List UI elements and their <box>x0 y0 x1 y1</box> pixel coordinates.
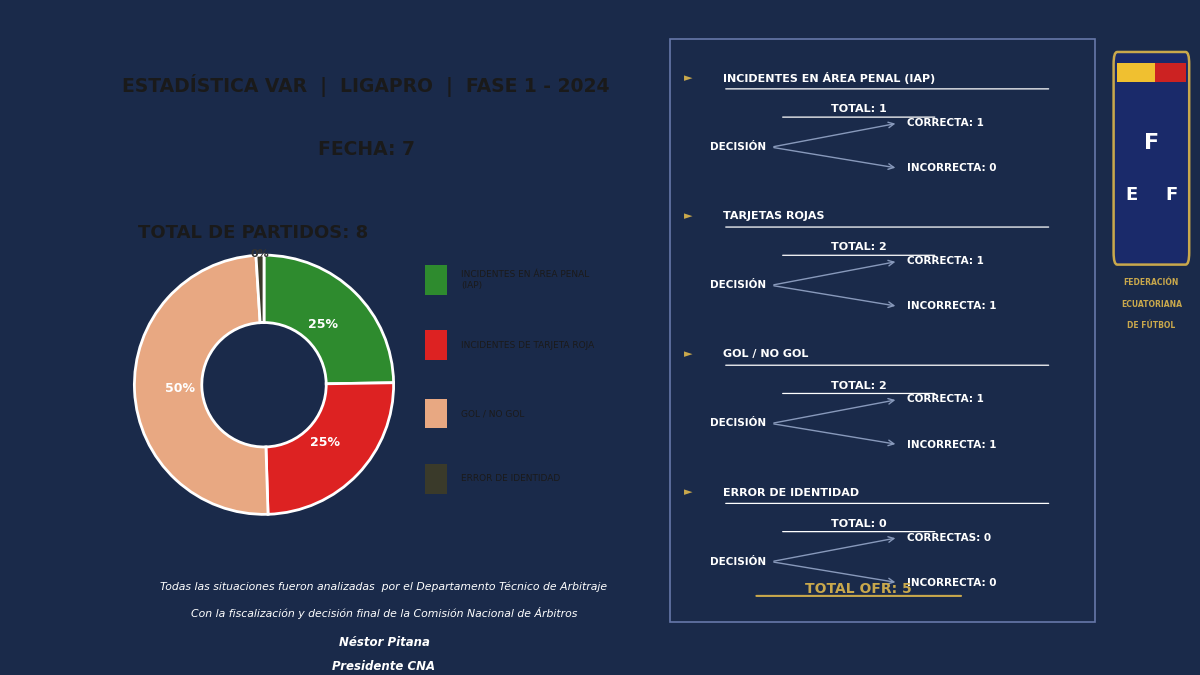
Bar <box>1154 63 1186 82</box>
Text: TOTAL DE PARTIDOS: 8: TOTAL DE PARTIDOS: 8 <box>138 224 368 242</box>
Text: TOTAL: 1: TOTAL: 1 <box>830 105 887 114</box>
Bar <box>1117 63 1186 82</box>
Text: ERROR DE IDENTIDAD: ERROR DE IDENTIDAD <box>461 475 560 483</box>
Text: 25%: 25% <box>310 437 340 450</box>
Wedge shape <box>266 383 394 514</box>
Text: 50%: 50% <box>164 382 194 395</box>
Text: DECISIÓN: DECISIÓN <box>710 142 766 152</box>
Text: INCORRECTA: 0: INCORRECTA: 0 <box>907 578 996 588</box>
Text: ECUATORIANA: ECUATORIANA <box>1121 300 1182 308</box>
Text: CORRECTA: 1: CORRECTA: 1 <box>907 394 984 404</box>
FancyBboxPatch shape <box>425 464 448 494</box>
Text: FEDERACIÓN: FEDERACIÓN <box>1123 278 1180 288</box>
Text: INCIDENTES DE TARJETA ROJA: INCIDENTES DE TARJETA ROJA <box>461 341 594 350</box>
Text: GOL / NO GOL: GOL / NO GOL <box>722 350 809 359</box>
Text: INCIDENTES EN ÁREA PENAL (IAP): INCIDENTES EN ÁREA PENAL (IAP) <box>722 72 935 84</box>
Text: INCORRECTA: 1: INCORRECTA: 1 <box>907 439 996 450</box>
FancyBboxPatch shape <box>425 265 448 295</box>
Wedge shape <box>134 255 268 514</box>
Text: ►: ► <box>684 487 692 497</box>
Text: TOTAL OFR: 5: TOTAL OFR: 5 <box>805 582 912 596</box>
Text: CORRECTAS: 0: CORRECTAS: 0 <box>907 533 991 543</box>
Text: F: F <box>1165 186 1177 204</box>
Wedge shape <box>256 255 264 323</box>
Text: INCORRECTA: 1: INCORRECTA: 1 <box>907 301 996 311</box>
Text: TOTAL: 2: TOTAL: 2 <box>830 242 887 252</box>
FancyBboxPatch shape <box>1114 52 1189 265</box>
Text: GOL / NO GOL: GOL / NO GOL <box>461 409 524 418</box>
Text: TOTAL: 0: TOTAL: 0 <box>830 519 887 529</box>
Text: ERROR DE IDENTIDAD: ERROR DE IDENTIDAD <box>722 487 859 497</box>
Text: F: F <box>1144 133 1159 153</box>
Text: ►: ► <box>684 350 692 359</box>
Text: DECISIÓN: DECISIÓN <box>710 280 766 290</box>
Text: ►: ► <box>684 211 692 221</box>
Text: Néstor Pitana: Néstor Pitana <box>338 636 430 649</box>
Text: E: E <box>1126 186 1138 204</box>
Text: TOTAL: 2: TOTAL: 2 <box>830 381 887 391</box>
Text: DECISIÓN: DECISIÓN <box>710 557 766 567</box>
Text: ►: ► <box>684 73 692 83</box>
Text: INCIDENTES EN ÁREA PENAL
(IAP): INCIDENTES EN ÁREA PENAL (IAP) <box>461 270 589 290</box>
Text: DECISIÓN: DECISIÓN <box>710 418 766 429</box>
Text: Todas las situaciones fueron analizadas  por el Departamento Técnico de Arbitraj: Todas las situaciones fueron analizadas … <box>161 581 607 592</box>
Text: FECHA: 7: FECHA: 7 <box>318 140 414 159</box>
Wedge shape <box>264 255 394 384</box>
Text: CORRECTA: 1: CORRECTA: 1 <box>907 118 984 128</box>
Text: 0%: 0% <box>251 249 269 259</box>
Text: Presidente CNA: Presidente CNA <box>332 660 436 673</box>
Text: Con la fiscalización y decisión final de la Comisión Nacional de Árbitros: Con la fiscalización y decisión final de… <box>191 608 577 620</box>
Text: ESTADÍSTICA VAR  |  LIGAPRO  |  FASE 1 - 2024: ESTADÍSTICA VAR | LIGAPRO | FASE 1 - 202… <box>122 74 610 97</box>
Text: INCORRECTA: 0: INCORRECTA: 0 <box>907 163 996 173</box>
FancyBboxPatch shape <box>425 331 448 360</box>
Text: DE FÚTBOL: DE FÚTBOL <box>1127 321 1176 330</box>
Text: TARJETAS ROJAS: TARJETAS ROJAS <box>722 211 824 221</box>
Text: CORRECTA: 1: CORRECTA: 1 <box>907 256 984 267</box>
FancyBboxPatch shape <box>425 399 448 429</box>
Text: 25%: 25% <box>308 318 338 331</box>
